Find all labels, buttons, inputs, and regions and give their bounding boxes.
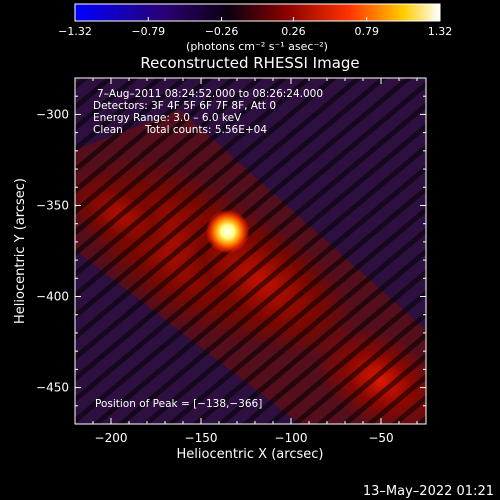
y-tick-label: −400 [36, 290, 69, 304]
colorbar-tick-label: −0.26 [205, 25, 239, 38]
footer-timestamp: 13–May–2022 01:21 [363, 484, 494, 499]
colorbar-unit-label: (photons cm⁻² s⁻¹ asec⁻²) [186, 40, 328, 53]
colorbar-ticks: −1.32 −0.79 −0.26 0.26 0.79 1.32 [58, 17, 452, 38]
y-tick-label: −300 [36, 107, 69, 121]
y-axis-label: Heliocentric Y (arcsec) [13, 178, 28, 324]
x-tick-label: −50 [368, 431, 393, 445]
plot-frame [74, 77, 427, 425]
colorbar [74, 3, 441, 22]
x-tick-label: −150 [185, 431, 218, 445]
chart-title: Reconstructed RHESSI Image [140, 54, 359, 72]
y-tick-label: −450 [36, 381, 69, 395]
image-area [75, 78, 426, 424]
y-tick-label: −350 [36, 198, 69, 212]
x-axis-label: Heliocentric X (arcsec) [177, 447, 324, 462]
annotation-detectors: Detectors: 3F 4F 5F 6F 7F 8F, Att 0 [93, 100, 276, 112]
annotation-peak-position: Position of Peak = [−138,−366] [95, 398, 262, 410]
peak-source [205, 209, 250, 254]
annotation-clean: Clean [93, 124, 123, 136]
colorbar-tick-label: −1.32 [58, 25, 92, 38]
colorbar-tick-label: 1.32 [428, 25, 453, 38]
x-axis: −200 −150 −100 −50 [92, 78, 418, 445]
x-tick-label: −100 [275, 431, 308, 445]
x-tick-label: −200 [95, 431, 128, 445]
annotation-total-counts: Total counts: 5.56E+04 [144, 124, 267, 136]
colorbar-tick-label: 0.26 [281, 25, 306, 38]
annotation-time-range: 7–Aug–2011 08:24:52.000 to 08:26:24.000 [97, 88, 323, 100]
colorbar-tick-label: −0.79 [131, 25, 165, 38]
annotation-energy-range: Energy Range: 3.0 – 6.0 keV [93, 112, 242, 124]
y-axis: −300 −350 −400 −450 [36, 95, 426, 407]
colorbar-tick-label: 0.79 [354, 25, 379, 38]
